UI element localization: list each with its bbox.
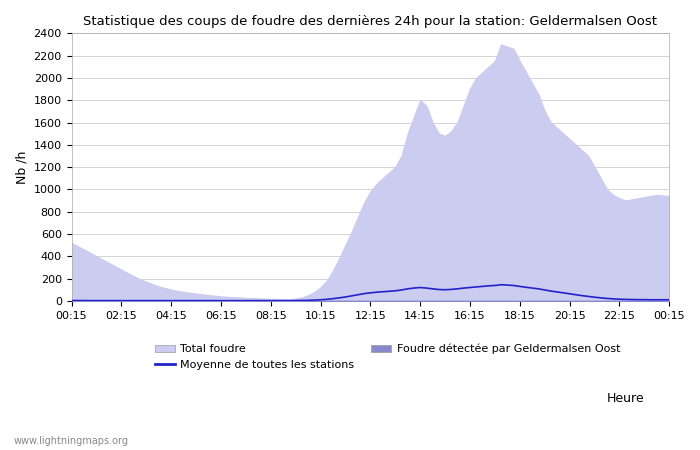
Y-axis label: Nb /h: Nb /h [15, 150, 28, 184]
Text: www.lightningmaps.org: www.lightningmaps.org [14, 436, 129, 446]
Legend: Total foudre, Moyenne de toutes les stations, Foudre détectée par Geldermalsen O: Total foudre, Moyenne de toutes les stat… [155, 344, 620, 370]
Title: Statistique des coups de foudre des dernières 24h pour la station: Geldermalsen : Statistique des coups de foudre des dern… [83, 15, 657, 28]
Text: Heure: Heure [606, 392, 644, 405]
